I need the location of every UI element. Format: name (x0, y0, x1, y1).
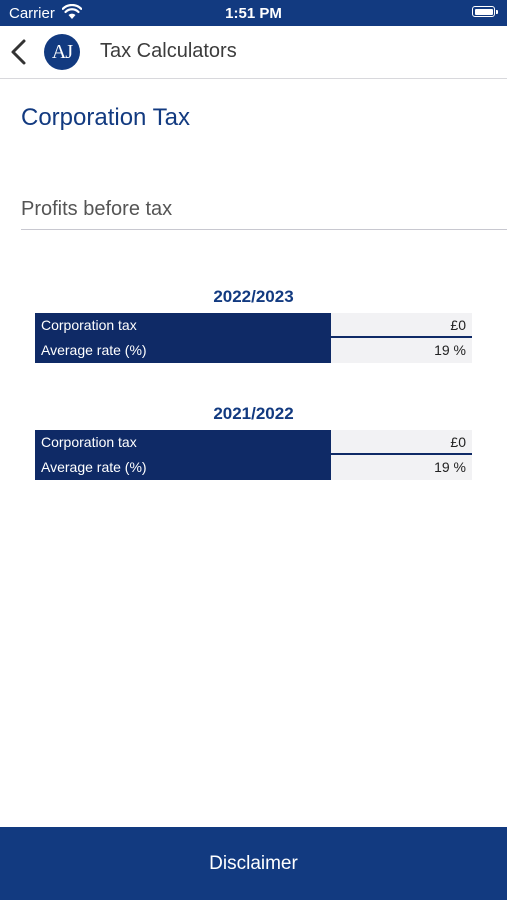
aj-logo: AJ (44, 34, 80, 70)
table-row: Corporation tax £0 (35, 313, 472, 338)
wifi-icon (62, 4, 82, 19)
row-label: Average rate (%) (35, 338, 331, 363)
year-section-2022-2023: 2022/2023 Corporation tax £0 Average rat… (35, 287, 472, 363)
row-value: 19 % (331, 338, 472, 363)
table-row: Corporation tax £0 (35, 430, 472, 455)
carrier-label: Carrier (9, 5, 55, 22)
status-time: 1:51 PM (225, 5, 282, 22)
year-section-2021-2022: 2021/2022 Corporation tax £0 Average rat… (35, 404, 472, 480)
row-value: £0 (331, 313, 472, 338)
nav-title: Tax Calculators (100, 40, 237, 62)
row-value: £0 (331, 430, 472, 455)
status-bar: Carrier 1:51 PM (0, 0, 507, 26)
page-title: Corporation Tax (21, 104, 190, 131)
row-label: Average rate (%) (35, 455, 331, 480)
back-chevron-icon[interactable] (8, 38, 30, 66)
profits-before-tax-input[interactable] (21, 190, 507, 230)
navigation-bar: AJ Tax Calculators (0, 26, 507, 79)
row-label: Corporation tax (35, 313, 331, 338)
row-label: Corporation tax (35, 430, 331, 455)
table-row: Average rate (%) 19 % (35, 455, 472, 480)
year-label: 2022/2023 (213, 287, 294, 306)
table-row: Average rate (%) 19 % (35, 338, 472, 363)
year-label: 2021/2022 (213, 404, 294, 423)
row-value: 19 % (331, 455, 472, 480)
battery-icon (472, 6, 498, 17)
disclaimer-button[interactable]: Disclaimer (0, 827, 507, 900)
